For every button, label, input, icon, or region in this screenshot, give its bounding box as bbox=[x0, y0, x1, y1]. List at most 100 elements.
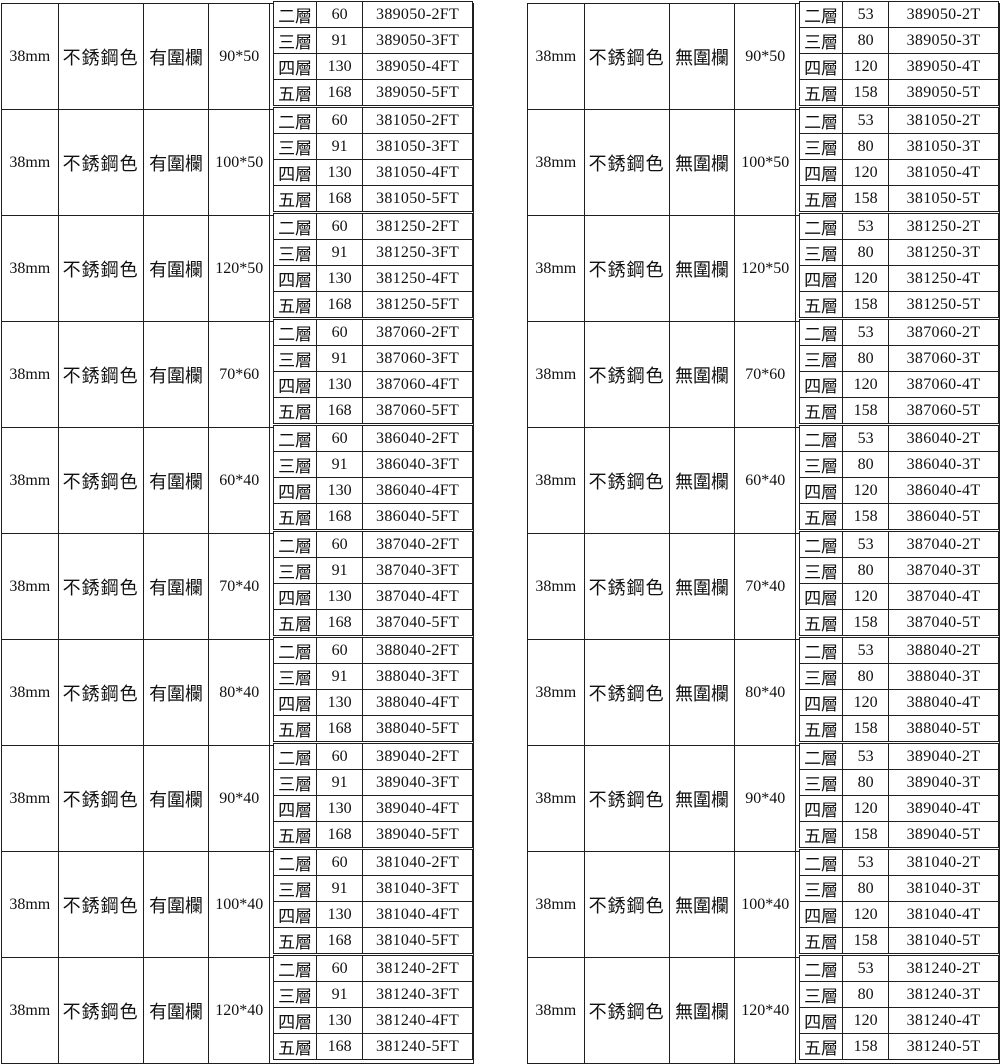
tier-label-cell: 三層 bbox=[799, 557, 844, 584]
code-cell: 386040-4FT bbox=[362, 477, 473, 504]
tier-row: 四層 120 387060-4T bbox=[799, 371, 999, 398]
spec-block-row: 38mm 不銹鋼色 無圍欄 100*50 二層 53 381050-2T 三層 80 381050… bbox=[527, 107, 1000, 216]
tier-row: 二層 60 381240-2FT bbox=[273, 955, 473, 982]
price-cell: 168 bbox=[316, 927, 364, 954]
code-cell: 388040-4FT bbox=[362, 689, 473, 716]
tier-row: 三層 91 381040-3FT bbox=[273, 875, 473, 902]
size-cell: 100*40 bbox=[208, 851, 271, 958]
code-cell: 386040-4T bbox=[888, 477, 999, 504]
tier-label-cell: 五層 bbox=[273, 503, 318, 530]
code-cell: 389040-5T bbox=[888, 821, 999, 848]
code-cell: 387060-5T bbox=[888, 397, 999, 424]
code-cell: 386040-5T bbox=[888, 503, 999, 530]
tier-row: 二層 60 389050-2FT bbox=[273, 1, 473, 28]
tier-label-cell: 二層 bbox=[799, 107, 844, 134]
tier-label-cell: 四層 bbox=[799, 371, 844, 398]
price-cell: 91 bbox=[316, 875, 364, 902]
tier-subtable-cell: 二層 60 381040-2FT 三層 91 381040-3FT 四層 130 381040-… bbox=[269, 849, 474, 958]
tier-row: 四層 130 381050-4FT bbox=[273, 159, 473, 186]
spec-block-row: 38mm 不銹鋼色 有圍欄 60*40 二層 60 386040-2FT 三層 91 386040… bbox=[1, 425, 474, 534]
code-cell: 387040-2T bbox=[888, 531, 999, 558]
tier-row: 二層 53 387040-2T bbox=[799, 531, 999, 558]
size-cell: 100*50 bbox=[734, 109, 797, 216]
tier-label-cell: 三層 bbox=[799, 239, 844, 266]
tier-label-cell: 五層 bbox=[273, 821, 318, 848]
tier-row: 三層 80 386040-3T bbox=[799, 451, 999, 478]
fence-cell: 有圍欄 bbox=[142, 957, 210, 1064]
tier-label-cell: 二層 bbox=[273, 531, 318, 558]
tier-row: 四層 120 389040-4T bbox=[799, 795, 999, 822]
size-cell: 90*50 bbox=[208, 3, 271, 110]
price-cell: 53 bbox=[842, 743, 890, 770]
tier-row: 三層 80 387060-3T bbox=[799, 345, 999, 372]
tier-row: 五層 168 381050-5FT bbox=[273, 185, 473, 212]
tier-row: 三層 91 381050-3FT bbox=[273, 133, 473, 160]
code-cell: 387040-4T bbox=[888, 583, 999, 610]
code-cell: 381040-3T bbox=[888, 875, 999, 902]
tier-label-cell: 四層 bbox=[799, 901, 844, 928]
tier-row: 二層 53 388040-2T bbox=[799, 637, 999, 664]
tier-row: 二層 60 387040-2FT bbox=[273, 531, 473, 558]
tier-label-cell: 四層 bbox=[273, 53, 318, 80]
code-cell: 386040-5FT bbox=[362, 503, 473, 530]
code-cell: 387040-5T bbox=[888, 609, 999, 636]
spec-block-row: 38mm 不銹鋼色 無圍欄 90*40 二層 53 389040-2T 三層 80 389040-… bbox=[527, 743, 1000, 852]
code-cell: 389050-5T bbox=[888, 79, 999, 106]
tier-row: 二層 60 388040-2FT bbox=[273, 637, 473, 664]
tier-row: 二層 60 381040-2FT bbox=[273, 849, 473, 876]
code-cell: 386040-2T bbox=[888, 425, 999, 452]
price-cell: 130 bbox=[316, 53, 364, 80]
thickness-cell: 38mm bbox=[527, 3, 585, 110]
code-cell: 386040-3T bbox=[888, 451, 999, 478]
size-cell: 100*50 bbox=[208, 109, 271, 216]
price-cell: 120 bbox=[842, 689, 890, 716]
code-cell: 389050-4FT bbox=[362, 53, 473, 80]
tier-row: 三層 91 381240-3FT bbox=[273, 981, 473, 1008]
color-cell: 不銹鋼色 bbox=[57, 321, 144, 428]
code-cell: 388040-5FT bbox=[362, 715, 473, 742]
tier-label-cell: 三層 bbox=[799, 345, 844, 372]
price-cell: 60 bbox=[316, 425, 364, 452]
color-cell: 不銹鋼色 bbox=[583, 215, 670, 322]
tier-label-cell: 二層 bbox=[799, 637, 844, 664]
price-cell: 91 bbox=[316, 769, 364, 796]
code-cell: 388040-3T bbox=[888, 663, 999, 690]
tier-row: 三層 91 381250-3FT bbox=[273, 239, 473, 266]
price-cell: 120 bbox=[842, 583, 890, 610]
price-cell: 53 bbox=[842, 425, 890, 452]
code-cell: 389050-3FT bbox=[362, 27, 473, 54]
tier-label-cell: 五層 bbox=[273, 397, 318, 424]
price-cell: 158 bbox=[842, 609, 890, 636]
fence-cell: 有圍欄 bbox=[142, 321, 210, 428]
code-cell: 387040-2FT bbox=[362, 531, 473, 558]
price-cell: 53 bbox=[842, 637, 890, 664]
tier-row: 四層 120 388040-4T bbox=[799, 689, 999, 716]
fence-cell: 無圍欄 bbox=[668, 215, 736, 322]
tier-row: 四層 120 387040-4T bbox=[799, 583, 999, 610]
color-cell: 不銹鋼色 bbox=[583, 109, 670, 216]
tier-row: 三層 91 387040-3FT bbox=[273, 557, 473, 584]
code-cell: 389050-4T bbox=[888, 53, 999, 80]
fence-cell: 有圍欄 bbox=[142, 3, 210, 110]
price-cell: 60 bbox=[316, 1, 364, 28]
tier-row: 二層 60 387060-2FT bbox=[273, 319, 473, 346]
price-cell: 120 bbox=[842, 53, 890, 80]
price-cell: 91 bbox=[316, 451, 364, 478]
tier-label-cell: 三層 bbox=[799, 133, 844, 160]
tier-subtable: 二層 53 387040-2T 三層 80 387040-3T 四層 120 387040-4T… bbox=[799, 531, 999, 636]
tier-label-cell: 五層 bbox=[799, 503, 844, 530]
tier-row: 四層 130 381040-4FT bbox=[273, 901, 473, 928]
price-cell: 91 bbox=[316, 27, 364, 54]
code-cell: 381240-4T bbox=[888, 1007, 999, 1034]
code-cell: 387060-4T bbox=[888, 371, 999, 398]
size-cell: 90*50 bbox=[734, 3, 797, 110]
tier-label-cell: 二層 bbox=[799, 849, 844, 876]
fence-cell: 無圍欄 bbox=[668, 639, 736, 746]
code-cell: 381240-4FT bbox=[362, 1007, 473, 1034]
price-cell: 130 bbox=[316, 795, 364, 822]
tier-label-cell: 二層 bbox=[273, 213, 318, 240]
price-cell: 158 bbox=[842, 927, 890, 954]
thickness-cell: 38mm bbox=[1, 639, 59, 746]
tier-label-cell: 四層 bbox=[273, 795, 318, 822]
